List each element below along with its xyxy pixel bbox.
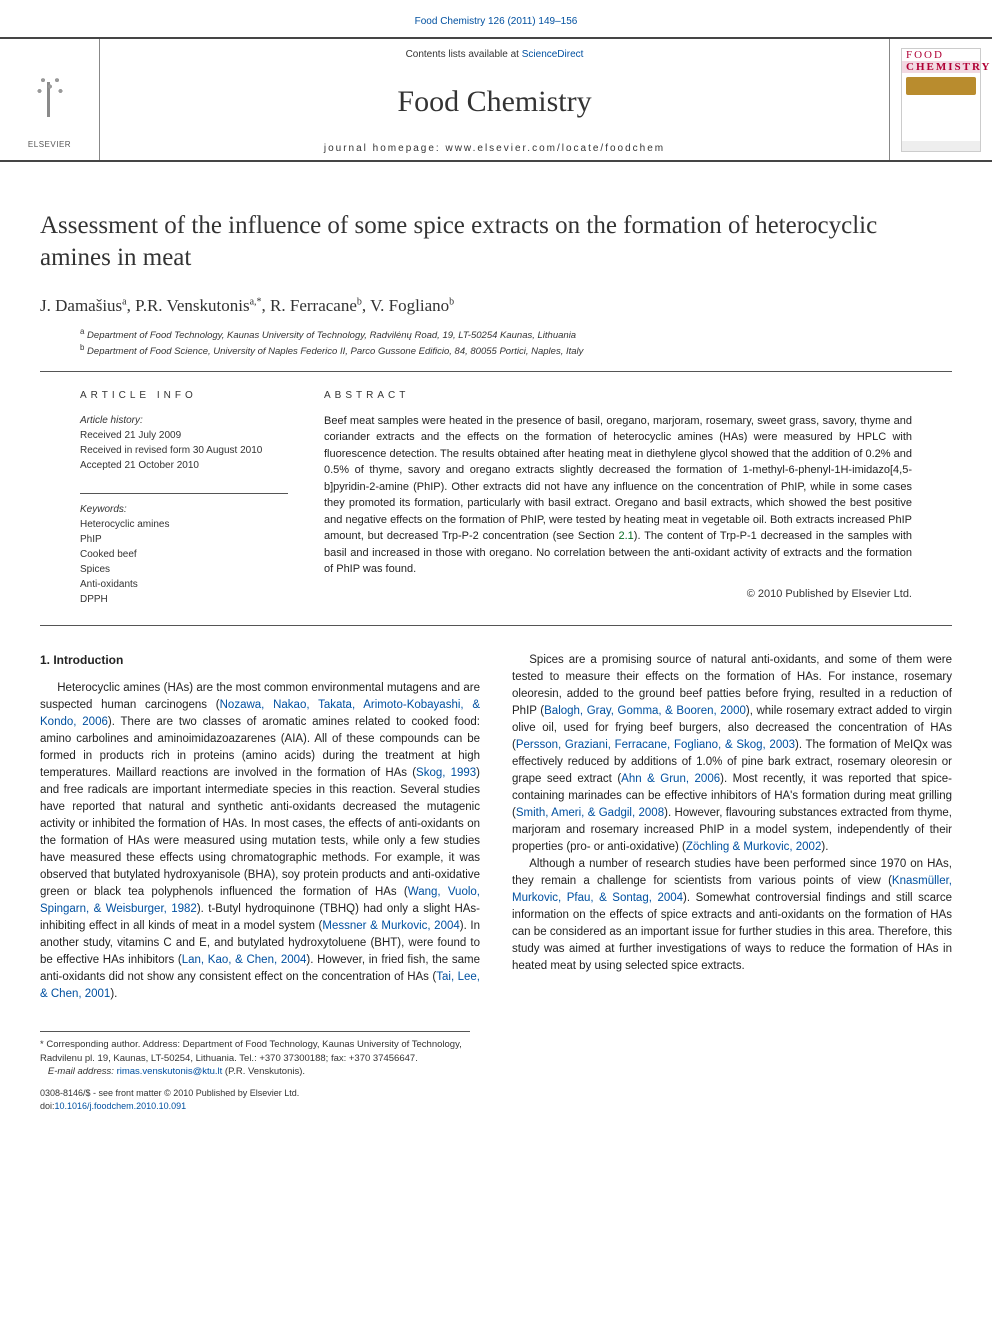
citation-link[interactable]: Persson, Graziani, Ferracane, Fogliano, … <box>516 739 795 751</box>
citation-link[interactable]: Lan, Kao, & Chen, 2004 <box>182 954 307 966</box>
intro-para-1: Heterocyclic amines (HAs) are the most c… <box>40 680 480 1003</box>
cover-bar-icon <box>902 141 980 151</box>
section-ref-link[interactable]: 2.1 <box>618 530 633 542</box>
keywords-label: Keywords: <box>80 502 288 517</box>
abstract-text: Beef meat samples were heated in the pre… <box>324 413 912 578</box>
corresponding-text: Corresponding author. Address: Departmen… <box>40 1039 462 1064</box>
corresponding-star-icon: * <box>257 296 262 307</box>
article-info-label: ARTICLE INFO <box>80 390 288 401</box>
publisher-logo-box <box>0 39 100 160</box>
issn-copyright-line: 0308-8146/$ - see front matter © 2010 Pu… <box>40 1087 952 1100</box>
keywords-block: Keywords: Heterocyclic amines PhIP Cooke… <box>80 493 288 607</box>
citation-link[interactable]: Ahn & Grun, 2006 <box>621 773 720 785</box>
footer-meta: 0308-8146/$ - see front matter © 2010 Pu… <box>0 1079 992 1128</box>
keyword: Spices <box>80 562 288 577</box>
author-3-aff: b <box>357 296 362 307</box>
intro-para-2: Spices are a promising source of natural… <box>512 652 952 856</box>
keyword: Cooked beef <box>80 547 288 562</box>
sciencedirect-link[interactable]: ScienceDirect <box>522 49 584 60</box>
corresponding-author-footnote: * Corresponding author. Address: Departm… <box>40 1031 470 1079</box>
elsevier-tree-icon <box>15 55 85 145</box>
abstract-part1: Beef meat samples were heated in the pre… <box>324 415 912 543</box>
citation-link[interactable]: Smith, Ameri, & Gadgil, 2008 <box>516 807 664 819</box>
keyword: DPPH <box>80 592 288 607</box>
contents-lists-line: Contents lists available at ScienceDirec… <box>406 49 584 60</box>
intro-para-3: Although a number of research studies ha… <box>512 856 952 975</box>
email-tail: (P.R. Venskutonis). <box>222 1066 305 1077</box>
affiliations-block: a Department of Food Technology, Kaunas … <box>40 322 952 372</box>
author-3: R. Ferracane <box>270 296 357 315</box>
cover-art-icon <box>906 77 976 95</box>
info-abstract-row: ARTICLE INFO Article history: Received 2… <box>40 372 952 626</box>
article-title: Assessment of the influence of some spic… <box>40 210 952 274</box>
intro-heading: 1. Introduction <box>40 652 480 670</box>
keyword: Heterocyclic amines <box>80 517 288 532</box>
article-info-col: ARTICLE INFO Article history: Received 2… <box>80 390 288 625</box>
author-2: P.R. Venskutonis <box>135 296 249 315</box>
cover-word-chemistry: CHEMISTRY <box>902 61 980 73</box>
journal-name: Food Chemistry <box>397 85 591 119</box>
history-received: Received 21 July 2009 <box>80 428 288 443</box>
email-link[interactable]: rimas.venskutonis@ktu.lt <box>117 1066 223 1077</box>
author-1: J. Damašius <box>40 296 122 315</box>
cover-word-food: FOOD <box>902 49 980 61</box>
journal-citation-top: Food Chemistry 126 (2011) 149–156 <box>0 0 992 37</box>
doi-link[interactable]: 10.1016/j.foodchem.2010.10.091 <box>55 1101 187 1111</box>
contents-lists-label: Contents lists available at <box>406 49 522 60</box>
doi-label: doi: <box>40 1101 55 1111</box>
author-4-aff: b <box>449 296 454 307</box>
citation-link[interactable]: Skog, 1993 <box>416 767 476 779</box>
citation-link[interactable]: Balogh, Gray, Gomma, & Booren, 2000 <box>544 705 746 717</box>
journal-cover-box: FOOD CHEMISTRY <box>889 39 992 160</box>
journal-cover-icon: FOOD CHEMISTRY <box>901 48 981 152</box>
article-history: Article history: Received 21 July 2009 R… <box>80 413 288 473</box>
email-label: E-mail address: <box>48 1066 117 1077</box>
abstract-col: ABSTRACT Beef meat samples were heated i… <box>324 390 912 625</box>
journal-homepage-line: journal homepage: www.elsevier.com/locat… <box>324 143 665 154</box>
affiliation-b: Department of Food Science, University o… <box>87 347 583 358</box>
journal-citation-link[interactable]: Food Chemistry 126 (2011) 149–156 <box>415 16 578 27</box>
history-revised: Received in revised form 30 August 2010 <box>80 443 288 458</box>
author-1-aff: a <box>122 296 126 307</box>
abstract-copyright: © 2010 Published by Elsevier Ltd. <box>324 588 912 600</box>
body-columns: 1. Introduction Heterocyclic amines (HAs… <box>0 626 992 1013</box>
keyword: PhIP <box>80 532 288 547</box>
history-accepted: Accepted 21 October 2010 <box>80 458 288 473</box>
citation-link[interactable]: Zöchling & Murkovic, 2002 <box>686 841 822 853</box>
author-2-aff: a, <box>250 296 257 307</box>
affiliation-a: Department of Food Technology, Kaunas Un… <box>87 330 576 341</box>
history-label: Article history: <box>80 413 288 428</box>
abstract-label: ABSTRACT <box>324 390 912 401</box>
citation-link[interactable]: Messner & Murkovic, 2004 <box>322 920 459 932</box>
author-4: V. Fogliano <box>370 296 449 315</box>
journal-banner: Contents lists available at ScienceDirec… <box>0 37 992 162</box>
keyword: Anti-oxidants <box>80 577 288 592</box>
authors-line: J. Damašiusa, P.R. Venskutonisa,*, R. Fe… <box>0 282 992 322</box>
banner-center: Contents lists available at ScienceDirec… <box>100 39 889 160</box>
